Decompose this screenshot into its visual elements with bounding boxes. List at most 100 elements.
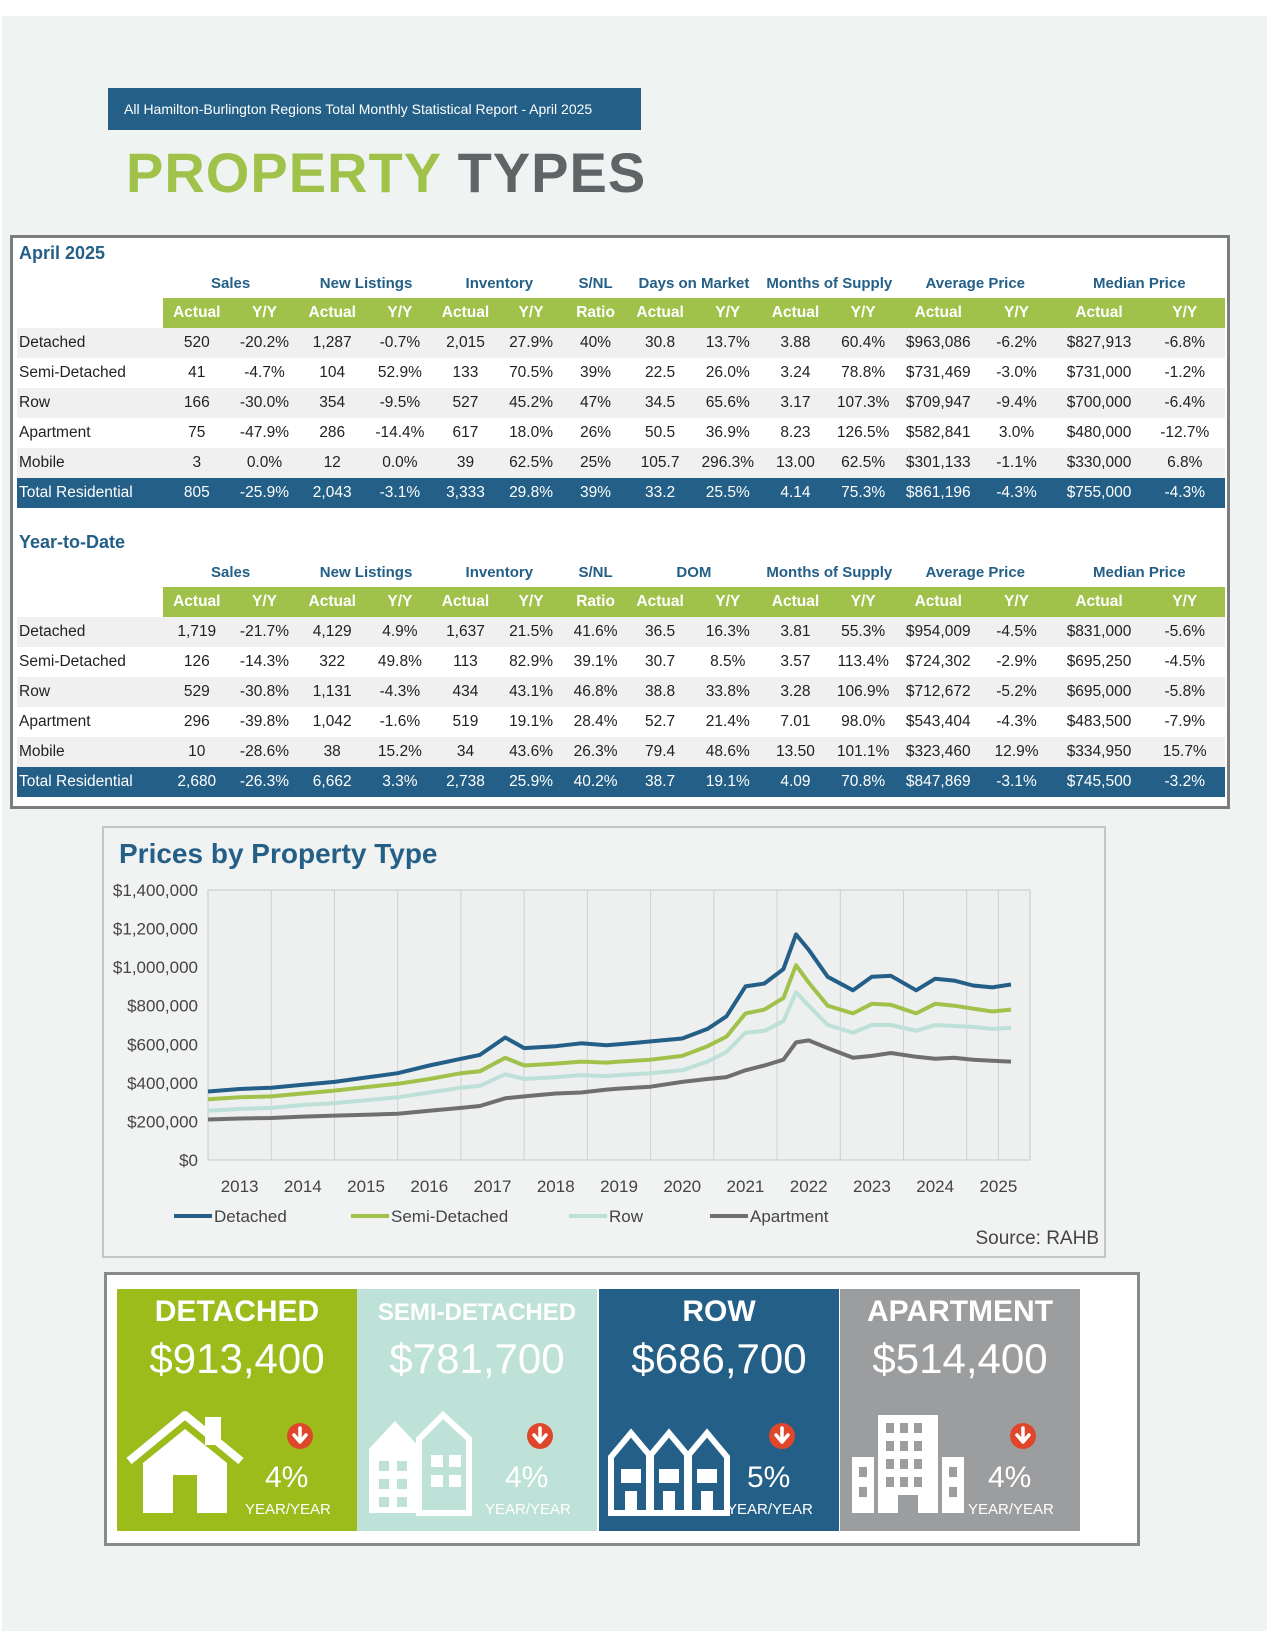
column-subheader: Ratio (564, 298, 627, 328)
table-cell: -47.9% (239, 424, 290, 441)
table-row: Row 166 -30.0% 354 -9.5% 527 45.2% 47% 34.5 65.6%… (17, 388, 1225, 418)
table-cell: 79.4 (626, 737, 694, 767)
table-cell: $483,500 (1066, 713, 1132, 730)
total-row: Total Residential 805 -25.9% 2,043 -3.1% 3,33… (17, 478, 1225, 508)
ytd-section-title: Year-to-Date (19, 532, 126, 552)
table-cell: 48.6% (693, 737, 762, 767)
table-cell: $831,000 (1053, 617, 1145, 647)
table-cell: 70.8% (829, 767, 897, 797)
table-cell: -4.5% (1164, 653, 1206, 670)
table-cell: 4.09 (761, 767, 830, 797)
table-cell: $712,672 (897, 677, 980, 707)
y-tick-label: $600,000 (127, 1035, 198, 1054)
row-label: Mobile (17, 448, 163, 478)
table-cell: -3.1% (979, 767, 1054, 797)
table-cell: 1,042 (312, 713, 352, 730)
table-cell: 25% (564, 448, 627, 478)
table-cell: 26% (580, 424, 612, 441)
table-cell: -21.7% (230, 617, 299, 647)
table-cell: 2,738 (433, 767, 498, 797)
table-cell: 30.7 (644, 653, 676, 670)
table-cell: 527 (433, 388, 498, 418)
price-card-detached: DETACHED $913,400 4% YEAR/YEAR (117, 1289, 357, 1531)
table-cell: 519 (452, 713, 479, 730)
group-header: Median Price (1093, 563, 1186, 581)
table-cell: $861,196 (897, 478, 980, 508)
x-tick-label: 2025 (979, 1177, 1017, 1196)
table-cell: 105.7 (626, 448, 694, 478)
table-cell: -14.3% (239, 653, 290, 670)
table-cell: 8.5% (710, 653, 746, 670)
row-label: Apartment (19, 713, 91, 730)
ytd-table: Sales New Listings Inventory S/NL DOM Months … (17, 557, 1225, 797)
table-cell: 19.1% (693, 767, 762, 797)
group-header: S/NL (578, 563, 613, 581)
table-cell: 75 (188, 424, 206, 441)
x-tick-label: 2014 (284, 1177, 322, 1196)
row-label: Semi-Detached (19, 364, 126, 381)
group-header: Inventory (465, 563, 534, 581)
table-cell: 36.9% (705, 424, 750, 441)
table-row: Mobile 10 -28.6% 38 15.2% 34 43.6% 26.3% 79.4 48.… (17, 737, 1225, 767)
table-cell: -30.0% (230, 388, 299, 418)
legend-label: Semi-Detached (391, 1207, 508, 1226)
table-cell: 7.01 (780, 713, 811, 730)
group-header: Median Price (1093, 274, 1186, 292)
table-cell: 13.50 (761, 737, 830, 767)
table-cell: $731,469 (905, 364, 971, 381)
table-cell: $695,250 (1066, 653, 1132, 670)
card-change-label: YEAR/YEAR (727, 1501, 813, 1518)
table-cell: 16.3% (693, 617, 762, 647)
table-cell: $543,404 (905, 713, 971, 730)
y-tick-label: $1,000,000 (113, 958, 198, 977)
table-cell: 104 (319, 364, 346, 381)
table-cell: 3.28 (761, 677, 830, 707)
y-tick-label: $800,000 (127, 997, 198, 1016)
table-cell: 106.9% (829, 677, 897, 707)
table-cell: 1,287 (298, 328, 367, 358)
column-subheader: Actual (626, 298, 694, 328)
x-tick-label: 2015 (347, 1177, 385, 1196)
card-name: DETACHED (154, 1295, 320, 1328)
table-cell: 34 (433, 737, 498, 767)
group-header: DOM (676, 563, 712, 581)
table-cell: $709,947 (897, 388, 980, 418)
table-cell: 434 (433, 677, 498, 707)
table-cell: 26.0% (705, 364, 750, 381)
series-line-semi-detached (207, 963, 1012, 1102)
table-cell: 2,680 (162, 767, 231, 797)
table-cell: 36.5 (626, 617, 694, 647)
legend-label: Row (609, 1207, 644, 1226)
table-cell: 2,043 (298, 478, 367, 508)
group-header: S/NL (578, 274, 613, 292)
table-cell: $695,000 (1053, 677, 1145, 707)
monthly-section: April 2025 Sales New Listings Inventory S/N… (17, 238, 1225, 508)
table-cell: 70.5% (509, 364, 554, 381)
table-cell: 107.3% (829, 388, 897, 418)
series-line-detached (207, 932, 1012, 1094)
column-subheader: Y/Y (366, 298, 434, 328)
table-cell: -30.8% (230, 677, 299, 707)
x-tick-label: 2017 (474, 1177, 512, 1196)
group-header: Months of Supply (766, 563, 893, 581)
title-part-2: TYPES (457, 141, 647, 204)
table-cell: 28.4% (573, 713, 618, 730)
table-cell: $323,460 (897, 737, 980, 767)
x-tick-label: 2024 (916, 1177, 954, 1196)
x-tick-label: 2020 (663, 1177, 701, 1196)
row-label: Mobile (17, 737, 163, 767)
table-cell: -5.6% (1144, 617, 1225, 647)
table-cell: $724,302 (905, 653, 971, 670)
column-subheader: Actual (1053, 298, 1145, 328)
series-line-apartment (207, 1038, 1012, 1122)
table-cell: 4.9% (366, 617, 434, 647)
monthly-section-title: April 2025 (19, 243, 106, 263)
table-cell: -12.7% (1160, 424, 1210, 441)
table-cell: 6,662 (298, 767, 367, 797)
table-cell: -4.3% (996, 713, 1037, 730)
group-header: Average Price (925, 563, 1026, 581)
table-cell: -3.1% (366, 478, 434, 508)
blank-cell (17, 557, 163, 587)
table-cell: $745,500 (1053, 767, 1145, 797)
table-cell: $330,000 (1053, 448, 1145, 478)
